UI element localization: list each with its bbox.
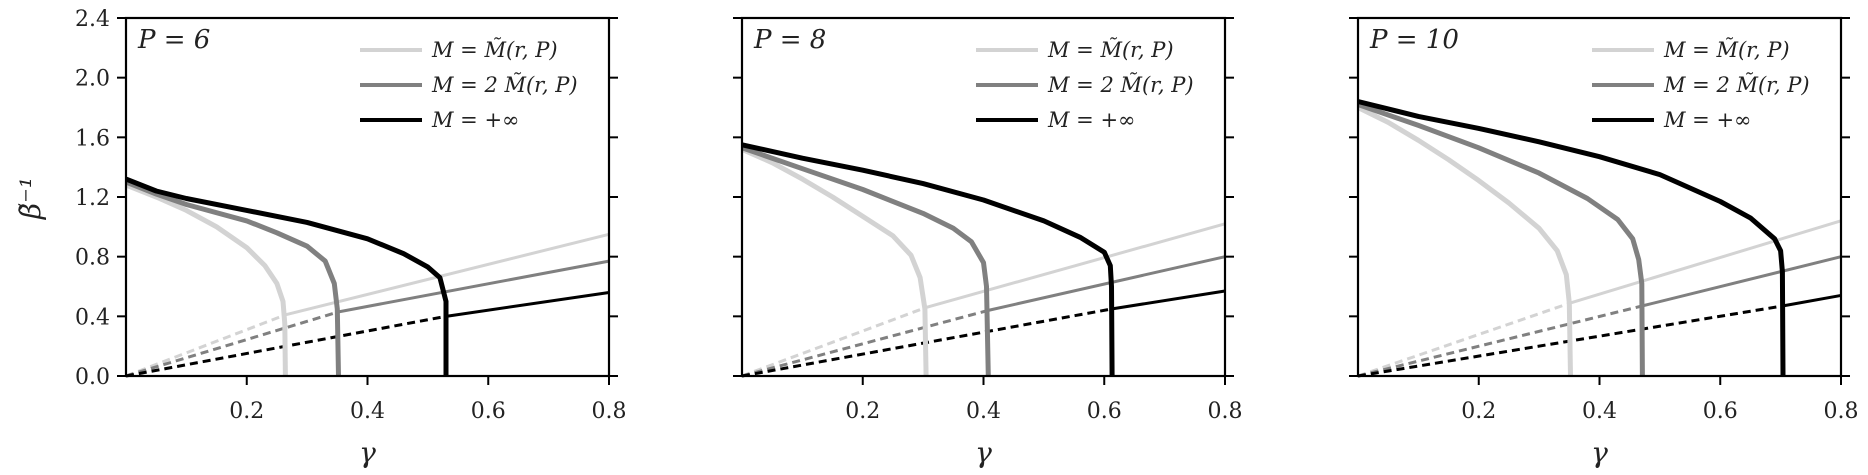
- legend-label: M = +∞: [1663, 108, 1752, 132]
- x-tick-label: 0.4: [350, 399, 385, 424]
- series-curve: [125, 179, 341, 377]
- panel-1: 0.0 0.4 0.8 1.2 1.6 2.0 2.4 0.2 0.4 0.6 0.8 P = 6 M …: [14, 7, 627, 469]
- panel-3: 0.2 0.4 0.6 0.8 P = 10 M = M̃(r, P) M = 2 M̃(r…: [1349, 16, 1859, 469]
- series-linear-line: [1782, 293, 1842, 308]
- series-dashed-line: [741, 305, 927, 378]
- x-axis-label: γ: [1591, 436, 1608, 469]
- panel-label: P = 6: [137, 25, 210, 55]
- series-curve: [125, 176, 449, 376]
- legend-label: M = M̃(r, P): [1047, 38, 1174, 62]
- legend-label: M = M̃(r, P): [1663, 38, 1790, 62]
- y-axis-label: β̃⁻¹: [14, 177, 47, 220]
- y-tick-label: 1.6: [75, 126, 110, 151]
- series-curve: [741, 142, 1115, 377]
- x-axis-label: γ: [359, 436, 376, 469]
- x-tick-label: 0.4: [966, 399, 1001, 424]
- y-tick-label: 1.2: [75, 186, 110, 211]
- legend-label: M = 2 M̃(r, P): [1047, 73, 1194, 97]
- y-tick-label: 0.4: [75, 305, 110, 330]
- series-linear-line: [925, 222, 1226, 309]
- x-tick-label: 0.8: [592, 399, 627, 424]
- series-dashed-line: [125, 310, 339, 378]
- series-dashed-line: [1357, 304, 1643, 378]
- series-curve: [1357, 102, 1645, 377]
- series-curve: [740, 147, 929, 377]
- series-dashed-line: [1357, 301, 1572, 378]
- panel-label: P = 8: [753, 25, 826, 55]
- x-tick-label: 0.8: [1208, 399, 1243, 424]
- x-tick-label: 0.2: [1461, 399, 1496, 424]
- legend-label: M = +∞: [1047, 108, 1136, 132]
- panel-2: 0.2 0.4 0.6 0.8 P = 8 M = M̃(r, P) M = 2 M̃(r,…: [733, 16, 1243, 469]
- series-linear-line: [1570, 219, 1842, 305]
- y-tick-label: 0.8: [75, 246, 110, 271]
- series-dashed-line: [741, 308, 989, 378]
- x-tick-label: 0.2: [845, 399, 880, 424]
- series-curve: [741, 145, 991, 377]
- series-dashed-line: [125, 313, 286, 378]
- series-curve: [125, 182, 288, 377]
- series-linear-line: [285, 232, 610, 317]
- x-tick-label: 0.8: [1824, 399, 1859, 424]
- x-tick-label: 0.2: [229, 399, 264, 424]
- x-tick-label: 0.6: [1087, 399, 1122, 424]
- y-tick-label: 0.0: [75, 365, 110, 390]
- x-tick-label: 0.6: [1703, 399, 1738, 424]
- x-tick-label: 0.6: [471, 399, 506, 424]
- plot-frame: [1356, 16, 1843, 378]
- panel-label: P = 10: [1369, 25, 1459, 55]
- x-tick-label: 0.4: [1582, 399, 1617, 424]
- plot-frame: [124, 16, 611, 378]
- legend-label: M = 2 M̃(r, P): [1663, 73, 1810, 97]
- legend-label: M = +∞: [431, 108, 520, 132]
- series-curve: [1357, 99, 1786, 377]
- y-tick-label: 2.0: [75, 67, 110, 92]
- legend-label: M = 2 M̃(r, P): [431, 73, 578, 97]
- series-linear-line: [338, 259, 610, 314]
- legend-label: M = M̃(r, P): [431, 38, 558, 62]
- plot-frame: [740, 16, 1227, 378]
- series-linear-line: [445, 290, 610, 318]
- series-linear-line: [987, 255, 1226, 312]
- series-linear-line: [1111, 289, 1226, 311]
- series-linear-line: [1642, 255, 1842, 308]
- series-curve: [1356, 105, 1573, 377]
- x-axis-label: γ: [975, 436, 992, 469]
- y-tick-label: 2.4: [75, 7, 110, 32]
